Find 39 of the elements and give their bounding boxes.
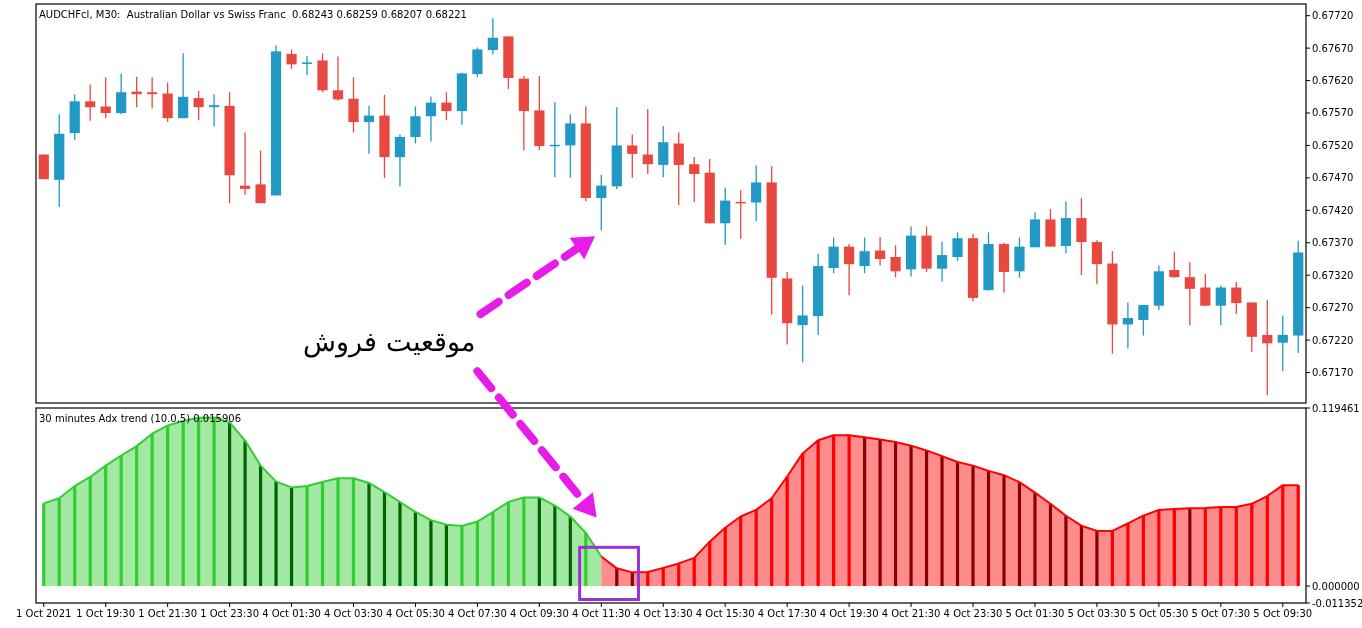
y-tick-label: 0.67570 xyxy=(1312,107,1354,119)
y-tick-label: 0.67470 xyxy=(1312,172,1354,184)
y-tick-label: 0.67420 xyxy=(1312,204,1354,216)
x-tick-label: 4 Oct 03:30 xyxy=(324,608,383,619)
x-tick-label: 1 Oct 2021 xyxy=(16,608,72,619)
x-tick-label: 1 Oct 23:30 xyxy=(200,608,260,619)
x-tick-label: 4 Oct 23:30 xyxy=(943,608,1003,619)
y-tick-label: 0.67270 xyxy=(1312,302,1354,314)
x-tick-label: 5 Oct 09:30 xyxy=(1253,608,1313,619)
x-tick-label: 4 Oct 17:30 xyxy=(757,608,817,619)
y-tick-label: 0.000000 xyxy=(1312,580,1360,592)
y-tick-label: 0.67320 xyxy=(1312,269,1354,281)
y-tick-label: 0.67520 xyxy=(1312,139,1354,151)
x-tick-label: 4 Oct 21:30 xyxy=(881,608,941,619)
text: AUDCHFcl, M30: Australian Dollar vs Swiss Franc 0.68243 0.68259 0.68207 0.68221 xyxy=(39,9,467,20)
x-tick-label: 4 Oct 09:30 xyxy=(509,608,569,619)
x-tick-label: 5 Oct 01:30 xyxy=(1005,608,1065,619)
x-tick-label: 5 Oct 07:30 xyxy=(1191,608,1251,619)
y-tick-label: 0.119461 xyxy=(1312,402,1360,414)
y-tick-label: -0.011352 xyxy=(1312,597,1362,609)
y-tick-label: 0.67670 xyxy=(1312,42,1354,54)
y-tick-label: 0.67720 xyxy=(1312,10,1354,22)
x-tick-label: 4 Oct 19:30 xyxy=(819,608,879,619)
x-tick-label: 1 Oct 21:30 xyxy=(138,608,198,619)
x-tick-label: 4 Oct 07:30 xyxy=(447,608,507,619)
y-tick-label: 0.67620 xyxy=(1312,75,1354,87)
x-tick-label: 1 Oct 19:30 xyxy=(76,608,136,619)
annotation: موقعیت فروش xyxy=(303,326,475,359)
x-tick-label: 4 Oct 11:30 xyxy=(571,608,631,619)
y-tick-label: 0.67170 xyxy=(1312,367,1354,379)
y-tick-label: 0.67370 xyxy=(1312,237,1354,249)
x-tick-label: 5 Oct 05:30 xyxy=(1129,608,1189,619)
x-tick-label: 4 Oct 01:30 xyxy=(262,608,321,619)
x-tick-label: 4 Oct 13:30 xyxy=(633,608,693,619)
y-tick-label: 0.67220 xyxy=(1312,334,1354,346)
text: 30 minutes Adx trend (10.0,5) 0.015906 xyxy=(39,413,242,424)
x-tick-label: 4 Oct 05:30 xyxy=(386,608,445,619)
x-tick-label: 5 Oct 03:30 xyxy=(1067,608,1127,619)
x-tick-label: 4 Oct 15:30 xyxy=(695,608,755,619)
